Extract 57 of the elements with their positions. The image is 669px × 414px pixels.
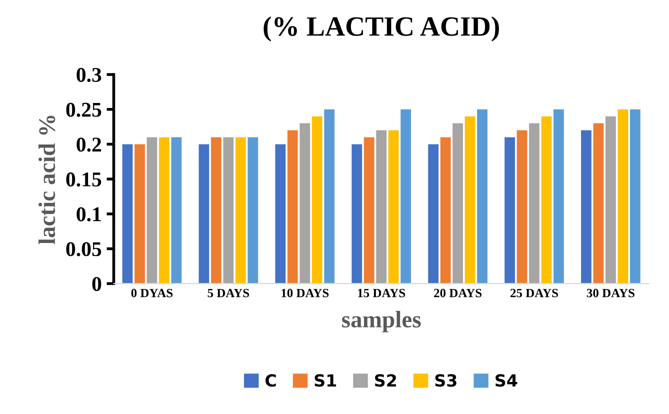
x-tick-label: 5 DAYS [208, 288, 250, 298]
bar [529, 123, 540, 284]
legend-label: S3 [435, 374, 456, 387]
bar [364, 137, 374, 284]
bar [388, 130, 399, 284]
bar [581, 130, 592, 284]
bar [516, 130, 528, 284]
bar [618, 109, 628, 284]
y-tick-label: 0.05 [66, 242, 102, 256]
x-axis-title: samples [342, 310, 421, 332]
y-tick-label: 0.15 [66, 172, 102, 187]
bar [312, 116, 322, 284]
y-axis-title: lactic acid % [38, 116, 56, 244]
bar [452, 123, 463, 284]
bar [504, 137, 515, 284]
bar [134, 144, 145, 284]
legend-label: S4 [496, 374, 518, 387]
bar [464, 116, 476, 284]
bar [428, 144, 439, 284]
bar [440, 137, 451, 284]
bar [300, 123, 310, 284]
bar [275, 144, 286, 284]
bar [248, 137, 258, 284]
bar [210, 137, 222, 284]
x-tick-label: 20 DAYS [434, 288, 482, 298]
bar [400, 109, 411, 284]
bar [223, 137, 234, 284]
bar [352, 144, 362, 284]
bar [146, 137, 158, 284]
bar [477, 109, 488, 284]
bar [593, 123, 604, 284]
bar [158, 137, 170, 284]
legend-label: S2 [375, 374, 396, 387]
legend-label: C [266, 374, 276, 387]
bar [630, 109, 640, 284]
x-tick-label: 15 DAYS [358, 288, 406, 298]
bar [541, 116, 552, 284]
bar [198, 144, 210, 284]
y-tick-label: 0.1 [76, 207, 101, 222]
bar [376, 130, 387, 284]
y-tick-label: 0.3 [76, 68, 102, 82]
chart-title: (% LACTIC ACID) [264, 16, 499, 42]
bar [324, 109, 335, 284]
x-tick-label: 10 DAYS [282, 288, 329, 298]
x-tick-label: 0 DYAS [131, 288, 173, 298]
y-tick-label: 0 [92, 276, 102, 292]
x-tick-label: 25 DAYS [510, 288, 558, 298]
y-tick-label: 0.2 [76, 138, 102, 152]
bar [606, 116, 616, 284]
x-tick-label: 30 DAYS [586, 288, 634, 298]
bar [171, 137, 182, 284]
bar [122, 144, 133, 284]
y-tick-label: 0.25 [66, 102, 102, 117]
bar [287, 130, 298, 284]
legend-label: S1 [314, 374, 336, 387]
bar [235, 137, 246, 284]
bar [554, 109, 564, 284]
